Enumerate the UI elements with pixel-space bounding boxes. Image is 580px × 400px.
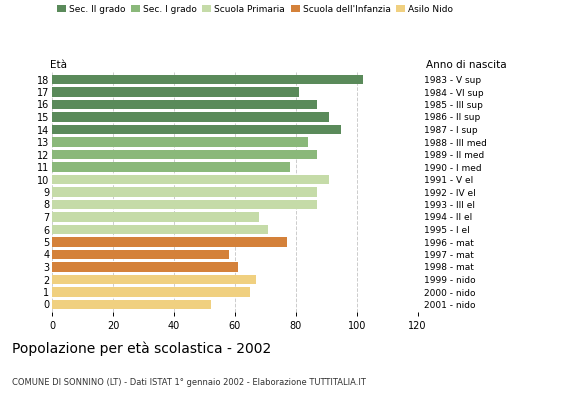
Bar bbox=[52, 125, 342, 134]
Bar bbox=[52, 300, 211, 309]
Bar bbox=[52, 112, 329, 122]
Bar bbox=[52, 162, 289, 172]
Bar bbox=[52, 212, 259, 222]
Bar bbox=[52, 200, 317, 209]
Bar bbox=[52, 237, 287, 247]
Bar bbox=[52, 75, 363, 84]
Bar bbox=[52, 175, 329, 184]
Bar bbox=[52, 250, 229, 259]
Bar bbox=[52, 262, 238, 272]
Bar bbox=[52, 137, 308, 147]
Text: Anno di nascita: Anno di nascita bbox=[426, 60, 507, 70]
Bar bbox=[52, 100, 317, 109]
Legend: Sec. II grado, Sec. I grado, Scuola Primaria, Scuola dell'Infanzia, Asilo Nido: Sec. II grado, Sec. I grado, Scuola Prim… bbox=[57, 4, 454, 14]
Text: COMUNE DI SONNINO (LT) - Dati ISTAT 1° gennaio 2002 - Elaborazione TUTTITALIA.IT: COMUNE DI SONNINO (LT) - Dati ISTAT 1° g… bbox=[12, 378, 365, 387]
Bar bbox=[52, 150, 317, 159]
Text: Popolazione per età scolastica - 2002: Popolazione per età scolastica - 2002 bbox=[12, 342, 271, 356]
Bar bbox=[52, 225, 269, 234]
Bar bbox=[52, 275, 256, 284]
Bar bbox=[52, 87, 299, 97]
Bar bbox=[52, 187, 317, 197]
Bar bbox=[52, 287, 250, 297]
Text: Età: Età bbox=[50, 60, 67, 70]
